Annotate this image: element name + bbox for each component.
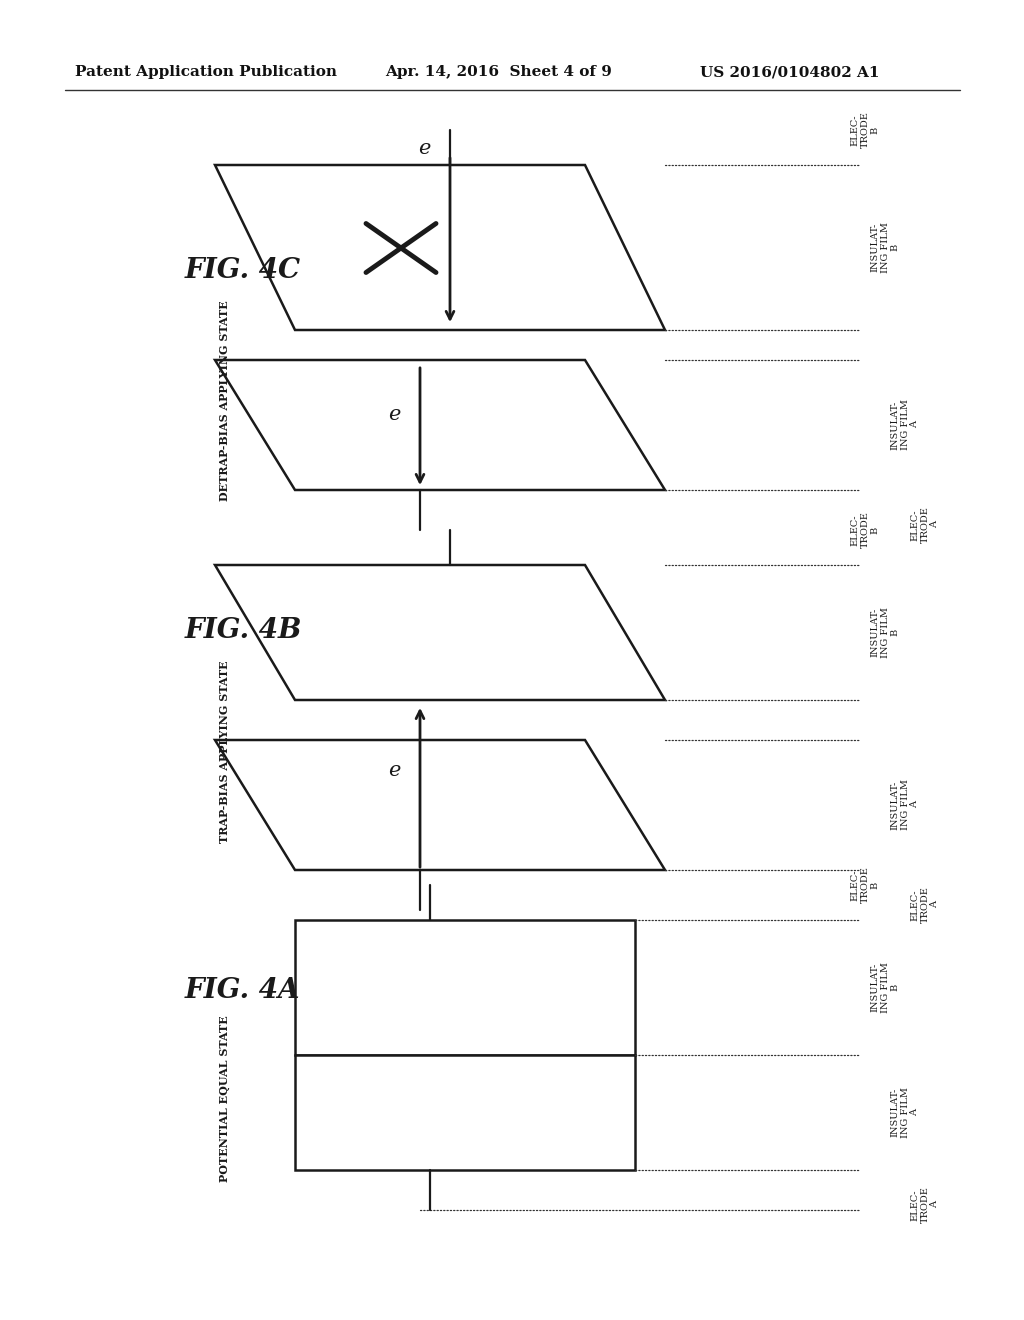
Text: ELEC-
TRODE
B: ELEC- TRODE B	[851, 866, 880, 903]
Text: e: e	[418, 139, 430, 157]
Text: INSULAT-
ING FILM
A: INSULAT- ING FILM A	[891, 400, 920, 450]
Text: POTENTIAL EQUAL STATE: POTENTIAL EQUAL STATE	[219, 1015, 230, 1181]
Bar	[295, 1055, 635, 1170]
Text: DETRAP-BIAS APPLYING STATE: DETRAP-BIAS APPLYING STATE	[219, 300, 230, 500]
Text: FIG. 4A: FIG. 4A	[185, 977, 300, 1003]
Text: Apr. 14, 2016  Sheet 4 of 9: Apr. 14, 2016 Sheet 4 of 9	[385, 65, 612, 79]
Text: INSULAT-
ING FILM
B: INSULAT- ING FILM B	[870, 962, 899, 1012]
Text: FIG. 4C: FIG. 4C	[185, 256, 301, 284]
Text: e: e	[388, 760, 400, 780]
Polygon shape	[215, 741, 665, 870]
Text: INSULAT-
ING FILM
A: INSULAT- ING FILM A	[891, 780, 920, 830]
Text: US 2016/0104802 A1: US 2016/0104802 A1	[700, 65, 880, 79]
Text: e: e	[388, 405, 400, 425]
Polygon shape	[215, 165, 665, 330]
Text: ELEC-
TRODE
B: ELEC- TRODE B	[851, 112, 880, 148]
Text: ELEC-
TRODE
B: ELEC- TRODE B	[851, 512, 880, 548]
Text: INSULAT-
ING FILM
B: INSULAT- ING FILM B	[870, 607, 899, 657]
Text: ELEC-
TRODE
A: ELEC- TRODE A	[910, 1187, 939, 1224]
Text: ELEC-
TRODE
A: ELEC- TRODE A	[910, 507, 939, 544]
Text: ELEC-
TRODE
A: ELEC- TRODE A	[910, 887, 939, 924]
Bar	[295, 920, 635, 1055]
Text: INSULAT-
ING FILM
A: INSULAT- ING FILM A	[891, 1086, 920, 1138]
Polygon shape	[215, 565, 665, 700]
Text: INSULAT-
ING FILM
B: INSULAT- ING FILM B	[870, 222, 899, 273]
Text: Patent Application Publication: Patent Application Publication	[75, 65, 337, 79]
Text: FIG. 4B: FIG. 4B	[185, 616, 302, 644]
Text: TRAP-BIAS APPLYING STATE: TRAP-BIAS APPLYING STATE	[219, 660, 230, 842]
Polygon shape	[215, 360, 665, 490]
